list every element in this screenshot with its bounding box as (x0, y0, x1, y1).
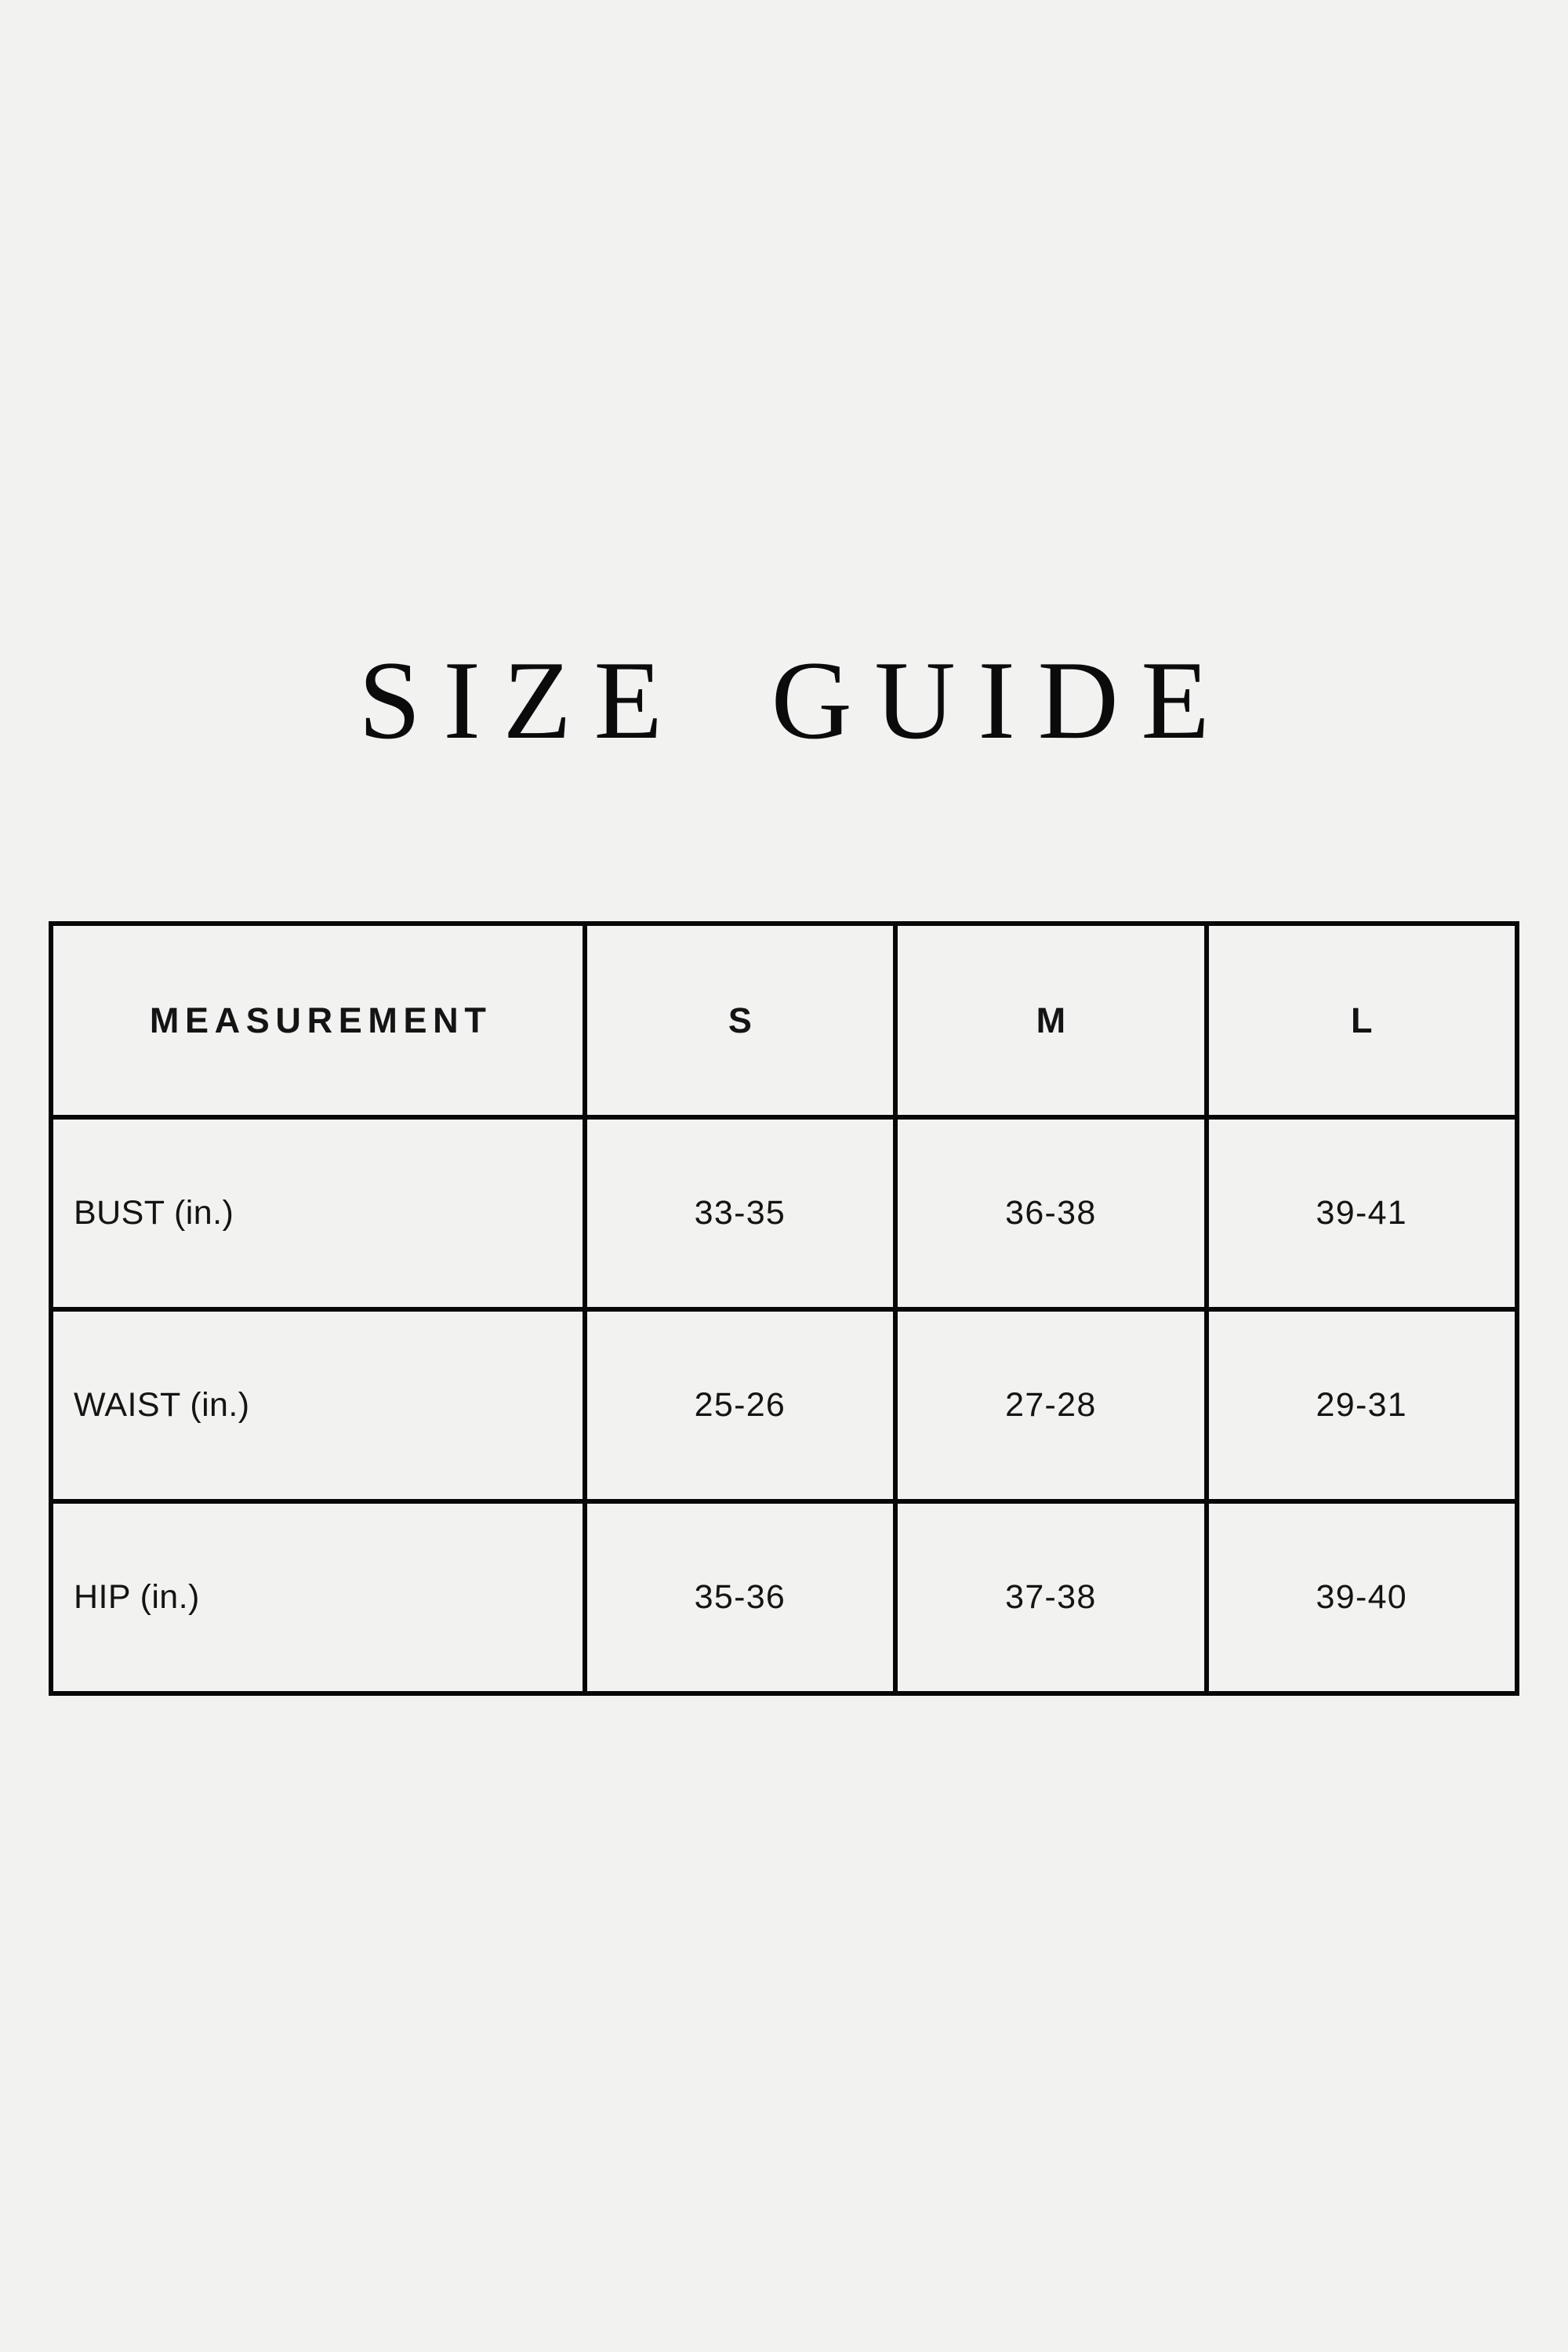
row-label-hip: HIP (in.) (49, 1499, 587, 1696)
table-header-row: MEASUREMENT S M L (49, 921, 1520, 1120)
cell-bust-s: 33-35 (582, 1115, 898, 1312)
row-label-bust: BUST (in.) (49, 1115, 587, 1312)
cell-hip-m: 37-38 (893, 1499, 1209, 1696)
cell-hip-s: 35-36 (582, 1499, 898, 1696)
table-row-bust: BUST (in.) 33-35 36-38 39-41 (49, 1115, 1520, 1312)
header-cell-measurement: MEASUREMENT (49, 921, 587, 1120)
row-label-waist: WAIST (in.) (49, 1307, 587, 1504)
page-title: SIZE GUIDE (358, 638, 1232, 762)
table-row-waist: WAIST (in.) 25-26 27-28 29-31 (49, 1307, 1520, 1504)
header-cell-size-m: M (893, 921, 1209, 1120)
cell-waist-m: 27-28 (893, 1307, 1209, 1504)
header-cell-size-l: L (1203, 921, 1520, 1120)
header-cell-size-s: S (582, 921, 898, 1120)
table-row-hip: HIP (in.) 35-36 37-38 39-40 (49, 1499, 1520, 1696)
cell-bust-m: 36-38 (893, 1115, 1209, 1312)
cell-waist-l: 29-31 (1203, 1307, 1520, 1504)
cell-bust-l: 39-41 (1203, 1115, 1520, 1312)
cell-hip-l: 39-40 (1203, 1499, 1520, 1696)
size-guide-table: MEASUREMENT S M L BUST (in.) 33-35 36-38… (49, 921, 1520, 1696)
cell-waist-s: 25-26 (582, 1307, 898, 1504)
